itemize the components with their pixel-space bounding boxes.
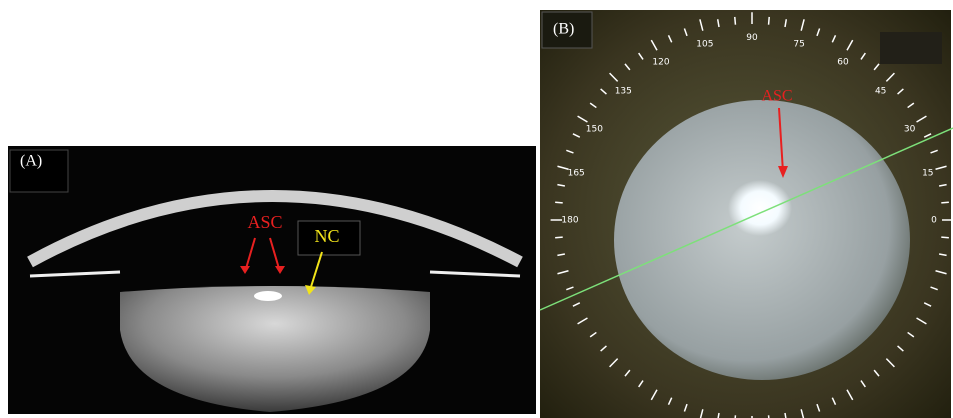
patch [880, 32, 942, 64]
scale-label: 45 [875, 87, 886, 97]
scale-tick [941, 202, 949, 203]
panel-label: (A) [20, 153, 42, 170]
annotation: NC [314, 226, 339, 246]
figure: (A) ASC NC (B) ASC 0 15 30 45 60 75 90 105 120 13… [0, 0, 953, 418]
scale-label: 180 [561, 216, 578, 226]
scale-label: 60 [837, 58, 849, 68]
scale-label: 75 [793, 39, 804, 49]
scale-label: 30 [904, 124, 916, 134]
opacity [254, 291, 282, 301]
scale-label: 90 [746, 33, 758, 43]
scale-label: 135 [615, 87, 632, 97]
scale-label: 105 [696, 39, 713, 49]
panel-a: (A) ASC NC [8, 146, 536, 414]
reflex [728, 180, 792, 236]
scale-label: 120 [652, 58, 669, 68]
scale-tick [769, 17, 770, 25]
scale-label: 165 [568, 168, 585, 178]
scale-tick [555, 202, 563, 203]
scale-label: 0 [931, 216, 937, 226]
pupil [614, 100, 910, 380]
scale-tick [941, 237, 949, 238]
scale-label: 150 [586, 124, 603, 134]
annotation: ASC [761, 88, 792, 105]
scale-tick [555, 237, 563, 238]
scale-tick [735, 17, 736, 25]
annotation: ASC [247, 212, 282, 232]
panel-b: (B) ASC 0 15 30 45 60 75 90 105 120 135 150 165 180 [540, 10, 953, 418]
scale-label: 15 [922, 168, 933, 178]
panel-label: (B) [553, 21, 574, 38]
